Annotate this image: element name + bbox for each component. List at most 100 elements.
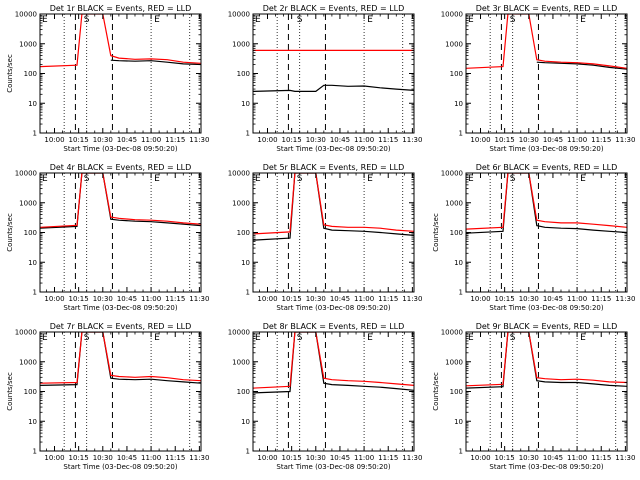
lld-series-line xyxy=(466,14,627,69)
region-marker-e: E xyxy=(468,15,474,25)
y-tick-label: 10000 xyxy=(228,11,250,19)
y-tick-label: 10000 xyxy=(15,170,37,178)
x-tick-label: 11:30 xyxy=(189,295,209,303)
y-tick-label: 1000 xyxy=(232,40,250,48)
panel-det-8r: Det 8r BLACK = Events, RED = LLD 1 10 100 10… xyxy=(228,322,423,471)
x-axis-label: Start Time (03-Dec-08 09:50:20) xyxy=(276,145,390,153)
region-marker-e: E xyxy=(42,333,48,343)
panel-title: Det 9r BLACK = Events, RED = LLD xyxy=(476,322,618,331)
y-axis-label: Counts/sec xyxy=(6,54,14,93)
y-tick-label: 10 xyxy=(241,100,250,108)
x-tick-label: 11:15 xyxy=(165,136,185,144)
x-tick-label: 10:00 xyxy=(44,295,64,303)
x-tick-label: 10:30 xyxy=(306,295,326,303)
y-tick-label: 1000 xyxy=(445,40,463,48)
lld-series-line xyxy=(253,173,414,235)
region-marker-e: E xyxy=(154,15,160,25)
lld-series-line xyxy=(40,332,201,384)
region-marker-s: S xyxy=(510,15,516,25)
panel-det-9r: Det 9r BLACK = Events, RED = LLD 1 10 100 10… xyxy=(432,322,635,471)
y-tick-label: 1000 xyxy=(445,199,463,207)
x-tick-label: 11:00 xyxy=(141,295,161,303)
x-tick-label: 11:30 xyxy=(189,136,209,144)
region-marker-s: S xyxy=(297,15,303,25)
y-tick-label: 10000 xyxy=(15,11,37,19)
y-tick-label: 10000 xyxy=(441,170,463,178)
y-tick-label: 1000 xyxy=(19,40,37,48)
y-tick-label: 10 xyxy=(28,100,37,108)
y-tick-label: 1000 xyxy=(19,358,37,366)
x-axis-label: Start Time (03-Dec-08 09:50:20) xyxy=(63,304,177,312)
x-tick-label: 10:15 xyxy=(69,295,89,303)
x-tick-label: 11:30 xyxy=(615,295,635,303)
y-tick-label: 1000 xyxy=(445,358,463,366)
lld-series-line xyxy=(40,173,201,228)
y-tick-label: 1 xyxy=(246,289,250,297)
x-tick-label: 10:00 xyxy=(470,454,490,462)
x-tick-label: 11:15 xyxy=(378,295,398,303)
y-tick-label: 100 xyxy=(450,229,463,237)
x-tick-label: 10:15 xyxy=(495,295,515,303)
x-axis-label: Start Time (03-Dec-08 09:50:20) xyxy=(489,304,603,312)
y-tick-label: 10000 xyxy=(228,170,250,178)
panel-title: Det 5r BLACK = Events, RED = LLD xyxy=(263,163,405,172)
y-axis-label: Counts/sec xyxy=(6,213,14,252)
x-tick-label: 11:30 xyxy=(615,136,635,144)
x-tick-label: 11:15 xyxy=(378,454,398,462)
x-tick-label: 10:45 xyxy=(117,295,137,303)
x-tick-label: 11:30 xyxy=(402,295,422,303)
region-marker-s: S xyxy=(84,333,90,343)
x-axis-label: Start Time (03-Dec-08 09:50:20) xyxy=(63,145,177,153)
y-tick-label: 100 xyxy=(24,388,37,396)
y-tick-label: 1 xyxy=(33,130,37,138)
plot-frame xyxy=(39,13,202,134)
y-tick-label: 1 xyxy=(33,289,37,297)
x-axis-label: Start Time (03-Dec-08 09:50:20) xyxy=(63,463,177,471)
y-tick-label: 10 xyxy=(241,259,250,267)
x-tick-label: 10:15 xyxy=(282,136,302,144)
x-tick-label: 10:00 xyxy=(44,454,64,462)
x-tick-label: 10:00 xyxy=(257,454,277,462)
plot-frame xyxy=(252,13,415,134)
region-marker-s: S xyxy=(510,174,516,184)
panel-title: Det 1r BLACK = Events, RED = LLD xyxy=(50,4,192,13)
x-tick-label: 10:15 xyxy=(69,454,89,462)
y-axis-label: Counts/sec xyxy=(6,372,14,411)
region-marker-e: E xyxy=(42,15,48,25)
y-tick-label: 100 xyxy=(450,70,463,78)
y-tick-label: 10000 xyxy=(15,329,37,337)
panel-det-4r: Det 4r BLACK = Events, RED = LLD 1 10 100 10… xyxy=(6,163,209,312)
region-marker-e: E xyxy=(255,174,261,184)
y-axis-label: Counts/sec xyxy=(432,372,440,411)
panel-det-7r: Det 7r BLACK = Events, RED = LLD 1 10 100 10… xyxy=(6,322,209,471)
region-marker-e: E xyxy=(367,333,373,343)
y-tick-label: 1000 xyxy=(232,358,250,366)
x-tick-label: 11:30 xyxy=(402,454,422,462)
x-tick-label: 11:30 xyxy=(189,454,209,462)
x-tick-label: 10:15 xyxy=(69,136,89,144)
y-tick-label: 10000 xyxy=(228,329,250,337)
y-tick-label: 100 xyxy=(237,70,250,78)
x-tick-label: 10:45 xyxy=(330,136,350,144)
lld-series-line xyxy=(466,332,627,387)
events-series-line xyxy=(110,59,201,66)
x-tick-label: 10:45 xyxy=(117,136,137,144)
x-tick-label: 10:45 xyxy=(543,454,563,462)
y-tick-label: 1 xyxy=(246,130,250,138)
y-tick-label: 100 xyxy=(237,388,250,396)
plot-frame xyxy=(39,172,202,293)
x-tick-label: 10:45 xyxy=(330,295,350,303)
y-tick-label: 1000 xyxy=(232,199,250,207)
lld-series-line xyxy=(466,173,627,230)
x-tick-label: 11:15 xyxy=(591,454,611,462)
panel-det-5r: Det 5r BLACK = Events, RED = LLD 1 10 100 10… xyxy=(228,163,423,312)
y-tick-label: 10 xyxy=(454,418,463,426)
y-tick-label: 1 xyxy=(246,448,250,456)
x-tick-label: 10:00 xyxy=(470,136,490,144)
panel-det-2r: Det 2r BLACK = Events, RED = LLD 1 10 100 10… xyxy=(228,4,423,153)
x-tick-label: 10:30 xyxy=(93,454,113,462)
x-tick-label: 11:30 xyxy=(402,136,422,144)
region-marker-s: S xyxy=(510,333,516,343)
x-tick-label: 11:00 xyxy=(354,136,374,144)
plot-frame xyxy=(465,13,628,134)
